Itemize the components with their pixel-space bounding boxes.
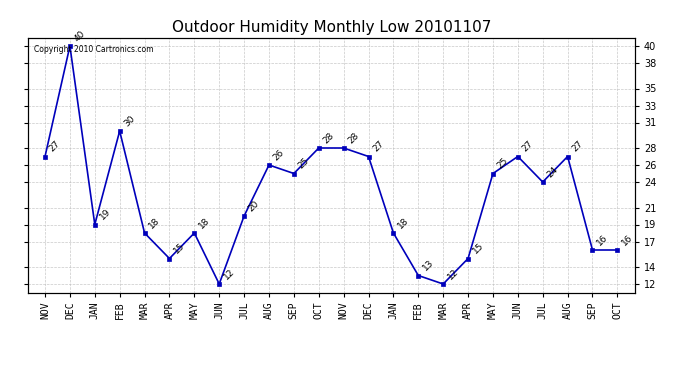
Text: 24: 24 [546, 165, 560, 179]
Text: 12: 12 [446, 267, 460, 281]
Text: 25: 25 [495, 156, 510, 171]
Text: 18: 18 [148, 216, 162, 230]
Text: 15: 15 [172, 241, 187, 256]
Text: 18: 18 [396, 216, 411, 230]
Text: 13: 13 [421, 258, 435, 273]
Text: 18: 18 [197, 216, 212, 230]
Text: 16: 16 [595, 233, 610, 247]
Text: 16: 16 [620, 233, 635, 247]
Text: 27: 27 [521, 140, 535, 154]
Text: 28: 28 [322, 131, 336, 145]
Text: 12: 12 [222, 267, 237, 281]
Text: 27: 27 [48, 140, 62, 154]
Text: 26: 26 [272, 148, 286, 162]
Text: 28: 28 [346, 131, 361, 145]
Text: 15: 15 [471, 241, 485, 256]
Text: 30: 30 [122, 114, 137, 128]
Title: Outdoor Humidity Monthly Low 20101107: Outdoor Humidity Monthly Low 20101107 [172, 20, 491, 35]
Text: 20: 20 [247, 199, 262, 213]
Text: 27: 27 [371, 140, 386, 154]
Text: 19: 19 [97, 207, 112, 222]
Text: Copyright 2010 Cartronics.com: Copyright 2010 Cartronics.com [34, 45, 153, 54]
Text: 40: 40 [72, 29, 87, 43]
Text: 27: 27 [571, 140, 585, 154]
Text: 25: 25 [297, 156, 311, 171]
